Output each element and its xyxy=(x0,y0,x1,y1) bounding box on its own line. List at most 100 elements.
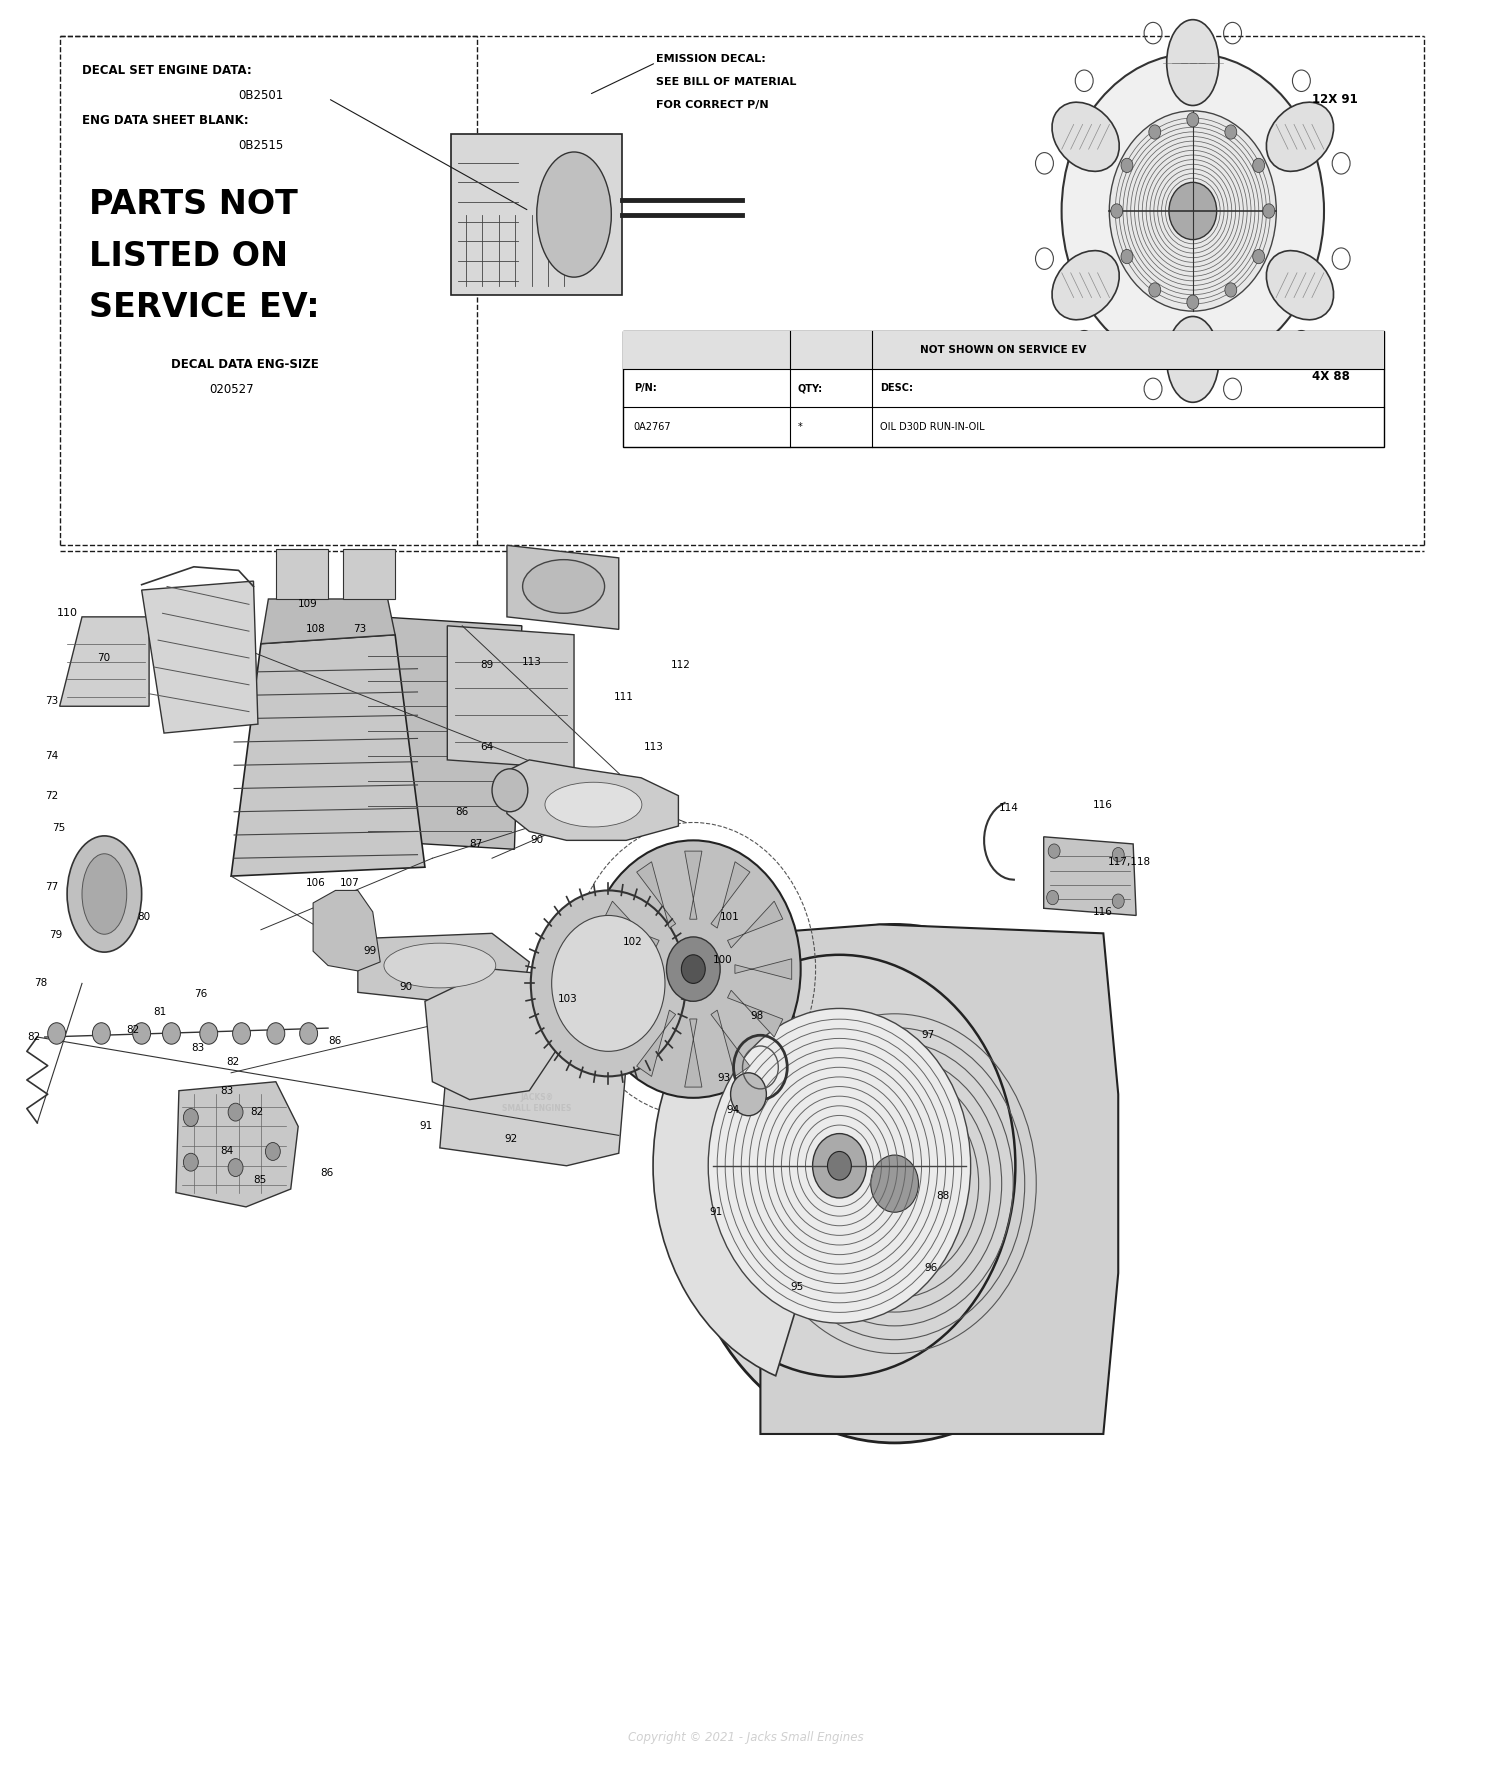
Text: SERVICE EV:: SERVICE EV: xyxy=(89,291,321,324)
Ellipse shape xyxy=(1053,102,1120,172)
Text: 78: 78 xyxy=(34,978,48,989)
Polygon shape xyxy=(604,991,659,1037)
Polygon shape xyxy=(684,1019,702,1087)
Ellipse shape xyxy=(546,783,643,826)
Polygon shape xyxy=(637,862,675,928)
Text: DECAL DATA ENG-SIZE: DECAL DATA ENG-SIZE xyxy=(171,358,319,370)
Text: 70: 70 xyxy=(97,653,110,663)
Ellipse shape xyxy=(522,560,605,613)
Text: 72: 72 xyxy=(45,790,58,801)
FancyBboxPatch shape xyxy=(276,549,328,599)
Circle shape xyxy=(228,1103,243,1121)
Text: 90: 90 xyxy=(400,982,413,992)
Text: 99: 99 xyxy=(364,946,377,957)
Ellipse shape xyxy=(1266,250,1333,320)
Text: 83: 83 xyxy=(221,1085,234,1096)
Text: EMISSION DECAL:: EMISSION DECAL: xyxy=(656,54,766,64)
Ellipse shape xyxy=(1266,102,1333,172)
Polygon shape xyxy=(684,851,702,919)
Text: 0A2767: 0A2767 xyxy=(634,422,671,433)
Ellipse shape xyxy=(1166,316,1218,402)
Polygon shape xyxy=(728,991,783,1037)
Text: 117,118: 117,118 xyxy=(1108,856,1151,867)
Text: ENG DATA SHEET BLANK:: ENG DATA SHEET BLANK: xyxy=(82,114,249,127)
Circle shape xyxy=(828,1151,851,1180)
Text: 106: 106 xyxy=(306,878,325,889)
Polygon shape xyxy=(595,958,652,980)
Text: 112: 112 xyxy=(671,660,690,670)
Polygon shape xyxy=(507,545,619,629)
Circle shape xyxy=(183,1109,198,1126)
Circle shape xyxy=(731,1073,766,1116)
Text: 80: 80 xyxy=(137,912,151,923)
Polygon shape xyxy=(261,599,395,644)
Text: 91: 91 xyxy=(419,1121,432,1132)
FancyBboxPatch shape xyxy=(450,134,623,295)
Text: OIL D30D RUN-IN-OIL: OIL D30D RUN-IN-OIL xyxy=(880,422,984,433)
Circle shape xyxy=(663,955,1015,1377)
Circle shape xyxy=(1148,283,1160,297)
Circle shape xyxy=(233,1023,250,1044)
Circle shape xyxy=(1187,295,1199,309)
Circle shape xyxy=(1226,283,1238,297)
Text: 108: 108 xyxy=(306,624,325,635)
Text: NOT SHOWN ON SERVICE EV: NOT SHOWN ON SERVICE EV xyxy=(920,345,1087,356)
Text: 82: 82 xyxy=(27,1032,40,1042)
Text: 113: 113 xyxy=(522,656,541,667)
Text: Copyright © 2021 - Jacks Small Engines: Copyright © 2021 - Jacks Small Engines xyxy=(628,1731,863,1745)
Polygon shape xyxy=(447,626,574,769)
Circle shape xyxy=(531,890,686,1076)
Circle shape xyxy=(48,1023,66,1044)
Text: 94: 94 xyxy=(726,1105,740,1116)
Circle shape xyxy=(1047,890,1059,905)
Text: 83: 83 xyxy=(191,1042,204,1053)
Polygon shape xyxy=(604,901,659,948)
Bar xyxy=(623,331,1384,447)
Circle shape xyxy=(300,1023,318,1044)
Circle shape xyxy=(678,924,1111,1443)
Ellipse shape xyxy=(537,152,611,277)
Text: 88: 88 xyxy=(936,1191,950,1202)
Text: 73: 73 xyxy=(353,624,367,635)
Ellipse shape xyxy=(1166,20,1218,105)
Polygon shape xyxy=(1044,837,1136,915)
Circle shape xyxy=(200,1023,218,1044)
Ellipse shape xyxy=(67,837,142,953)
Text: 82: 82 xyxy=(250,1107,264,1118)
Text: 86: 86 xyxy=(321,1168,334,1178)
Text: 0B2515: 0B2515 xyxy=(239,139,283,152)
Circle shape xyxy=(265,1143,280,1160)
Circle shape xyxy=(1263,204,1275,218)
Text: 79: 79 xyxy=(49,930,63,940)
Text: 92: 92 xyxy=(504,1134,517,1144)
Ellipse shape xyxy=(1053,250,1120,320)
Text: 116: 116 xyxy=(1093,799,1112,810)
Text: SEE BILL OF MATERIAL: SEE BILL OF MATERIAL xyxy=(656,77,796,88)
Circle shape xyxy=(1121,249,1133,265)
Text: 91: 91 xyxy=(710,1207,723,1218)
Text: 12X 91: 12X 91 xyxy=(1312,93,1358,105)
Polygon shape xyxy=(504,760,678,840)
Text: 103: 103 xyxy=(558,994,577,1005)
Text: 4X 88: 4X 88 xyxy=(1312,370,1349,383)
Polygon shape xyxy=(365,617,522,849)
Polygon shape xyxy=(728,901,783,948)
Circle shape xyxy=(267,1023,285,1044)
Circle shape xyxy=(1062,54,1324,368)
Text: 110: 110 xyxy=(57,608,78,619)
Text: 90: 90 xyxy=(531,835,544,846)
Text: 87: 87 xyxy=(470,839,483,849)
Circle shape xyxy=(492,769,528,812)
Text: 020527: 020527 xyxy=(209,383,253,395)
Text: 116: 116 xyxy=(1093,907,1112,917)
Text: 111: 111 xyxy=(614,692,634,703)
Text: 100: 100 xyxy=(713,955,732,966)
Bar xyxy=(623,331,1384,368)
Text: 95: 95 xyxy=(790,1282,804,1293)
Circle shape xyxy=(1252,159,1264,173)
Text: DECAL SET ENGINE DATA:: DECAL SET ENGINE DATA: xyxy=(82,64,252,77)
Circle shape xyxy=(1226,125,1238,139)
Text: PARTS NOT: PARTS NOT xyxy=(89,188,298,220)
Polygon shape xyxy=(637,1010,675,1076)
Text: 101: 101 xyxy=(720,912,740,923)
